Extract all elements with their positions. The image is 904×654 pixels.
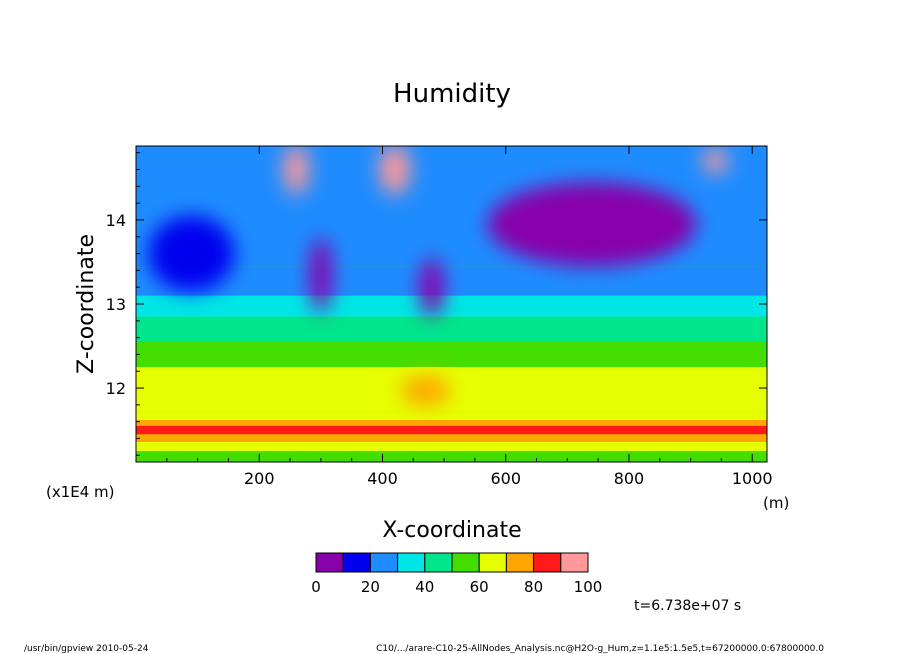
colorbar-frame — [315, 552, 589, 573]
colorbar-tick-label: 80 — [524, 578, 543, 596]
chart-title: Humidity — [393, 79, 511, 109]
x-tick-label: 1000 — [732, 469, 773, 488]
colorbar-swatch — [397, 552, 426, 573]
colorbar-tick-label: 60 — [470, 578, 489, 596]
colorbar-tick-label: 0 — [311, 578, 321, 596]
y-tick-label: 13 — [106, 295, 126, 314]
footer-right: C10/.../arare-C10-25-AllNodes_Analysis.n… — [376, 644, 824, 654]
footer-left: /usr/bin/gpview 2010-05-24 — [24, 644, 149, 654]
field-layer — [136, 367, 767, 412]
humidity-regions — [148, 146, 728, 406]
y-unit-label: (x1E4 m) — [46, 483, 115, 501]
humidity-region — [487, 182, 697, 267]
humidity-region — [702, 148, 728, 174]
y-axis-ticks: 12 13 14 — [106, 152, 767, 456]
humidity-bands — [136, 411, 767, 462]
colorbar-swatch — [451, 552, 480, 573]
x-tick-label: 800 — [614, 469, 645, 488]
field-layer — [136, 295, 767, 317]
humidity-band — [136, 441, 767, 452]
field-layer — [136, 341, 767, 368]
x-unit-label: (m) — [763, 494, 789, 512]
colorbar — [315, 552, 589, 573]
colorbar-swatch — [342, 552, 371, 573]
y-tick-label: 14 — [106, 211, 126, 230]
humidity-region — [419, 257, 445, 317]
humidity-region — [400, 375, 451, 406]
y-tick-label: 12 — [106, 379, 126, 398]
humidity-region — [379, 146, 411, 195]
plot-area — [136, 146, 767, 462]
y-axis-label: Z-coordinate — [74, 234, 99, 374]
humidity-field — [136, 146, 767, 412]
field-layer — [136, 316, 767, 342]
colorbar-swatch — [315, 552, 344, 573]
x-axis-label: X-coordinate — [382, 518, 521, 543]
field-layer — [136, 266, 767, 296]
x-tick-label: 600 — [490, 469, 521, 488]
colorbar-swatch — [424, 552, 453, 573]
colorbar-tick-label: 40 — [415, 578, 434, 596]
humidity-band — [136, 419, 767, 426]
x-axis-ticks: 200 400 600 800 1000 — [166, 146, 773, 488]
colorbar-swatch — [505, 552, 535, 573]
humidity-band — [136, 451, 767, 462]
colorbar-tick-labels: 0 20 40 60 80 100 — [311, 578, 602, 596]
humidity-band — [136, 425, 767, 435]
colorbar-tick-label: 20 — [361, 578, 380, 596]
humidity-band — [136, 434, 767, 442]
colorbar-swatch — [560, 552, 589, 573]
colorbar-swatch — [369, 552, 399, 573]
colorbar-swatch — [478, 552, 507, 573]
humidity-band — [136, 411, 767, 420]
time-annotation: t=6.738e+07 s — [634, 598, 741, 614]
humidity-region — [283, 146, 309, 195]
x-tick-label: 400 — [367, 469, 398, 488]
colorbar-swatch — [533, 552, 562, 573]
humidity-region — [309, 236, 332, 313]
humidity-region — [148, 215, 235, 292]
colorbar-tick-label: 100 — [574, 578, 603, 596]
x-tick-label: 200 — [244, 469, 275, 488]
